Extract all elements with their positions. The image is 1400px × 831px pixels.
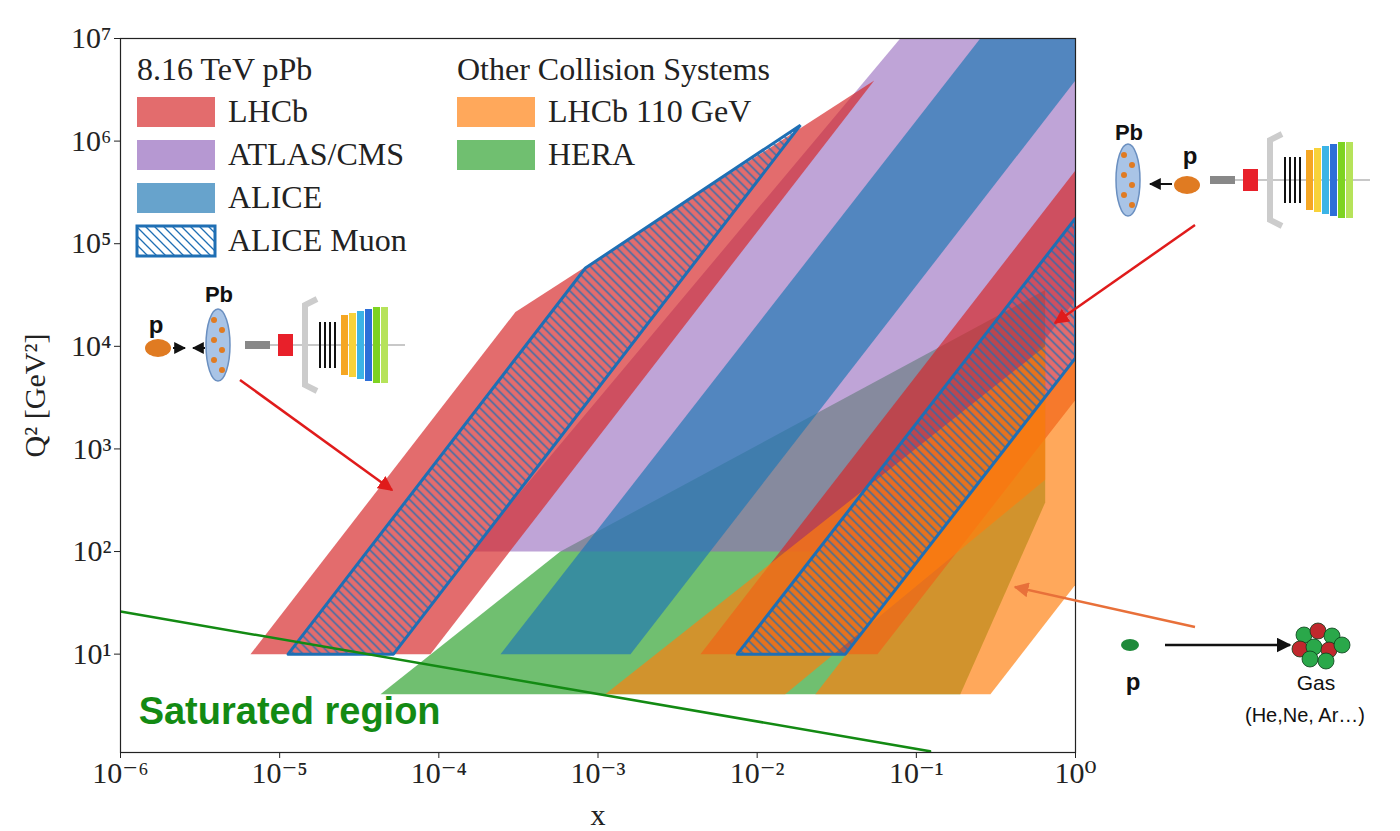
svg-text:Other Collision Systems: Other Collision Systems bbox=[457, 51, 770, 87]
svg-text:10⁴: 10⁴ bbox=[71, 329, 111, 362]
svg-text:x: x bbox=[591, 798, 606, 831]
svg-text:10⁰: 10⁰ bbox=[1054, 756, 1096, 789]
svg-text:10⁶: 10⁶ bbox=[71, 124, 111, 157]
svg-text:ALICE Muon: ALICE Muon bbox=[228, 222, 407, 258]
svg-text:8.16 TeV pPb: 8.16 TeV pPb bbox=[137, 51, 312, 87]
svg-text:p: p bbox=[1183, 142, 1198, 169]
svg-text:ATLAS/CMS: ATLAS/CMS bbox=[228, 136, 404, 172]
svg-text:10⁻⁴: 10⁻⁴ bbox=[411, 756, 467, 789]
svg-text:Q² [GeV²]: Q² [GeV²] bbox=[18, 334, 51, 458]
svg-text:10³: 10³ bbox=[73, 432, 112, 465]
svg-text:10⁻⁵: 10⁻⁵ bbox=[252, 756, 308, 789]
svg-text:HERA: HERA bbox=[548, 136, 635, 172]
svg-text:(He,Ne, Ar…): (He,Ne, Ar…) bbox=[1245, 704, 1365, 726]
svg-text:Saturated region: Saturated region bbox=[139, 690, 441, 732]
svg-text:ALICE: ALICE bbox=[228, 179, 322, 215]
svg-text:LHCb 110 GeV: LHCb 110 GeV bbox=[548, 93, 751, 129]
svg-text:10²: 10² bbox=[73, 534, 112, 567]
svg-text:10⁻³: 10⁻³ bbox=[571, 756, 626, 789]
svg-text:10⁵: 10⁵ bbox=[71, 226, 111, 259]
svg-text:Pb: Pb bbox=[205, 282, 233, 307]
svg-text:10¹: 10¹ bbox=[73, 637, 112, 670]
svg-text:p: p bbox=[1126, 668, 1141, 695]
svg-text:Gas: Gas bbox=[1297, 671, 1336, 694]
svg-text:p: p bbox=[149, 311, 164, 338]
svg-text:10⁻¹: 10⁻¹ bbox=[889, 756, 944, 789]
svg-text:LHCb: LHCb bbox=[228, 93, 308, 129]
svg-text:10⁷: 10⁷ bbox=[71, 21, 111, 54]
svg-text:10⁻²: 10⁻² bbox=[730, 756, 785, 789]
svg-text:10⁻⁶: 10⁻⁶ bbox=[92, 756, 148, 789]
svg-text:Pb: Pb bbox=[1115, 120, 1143, 145]
